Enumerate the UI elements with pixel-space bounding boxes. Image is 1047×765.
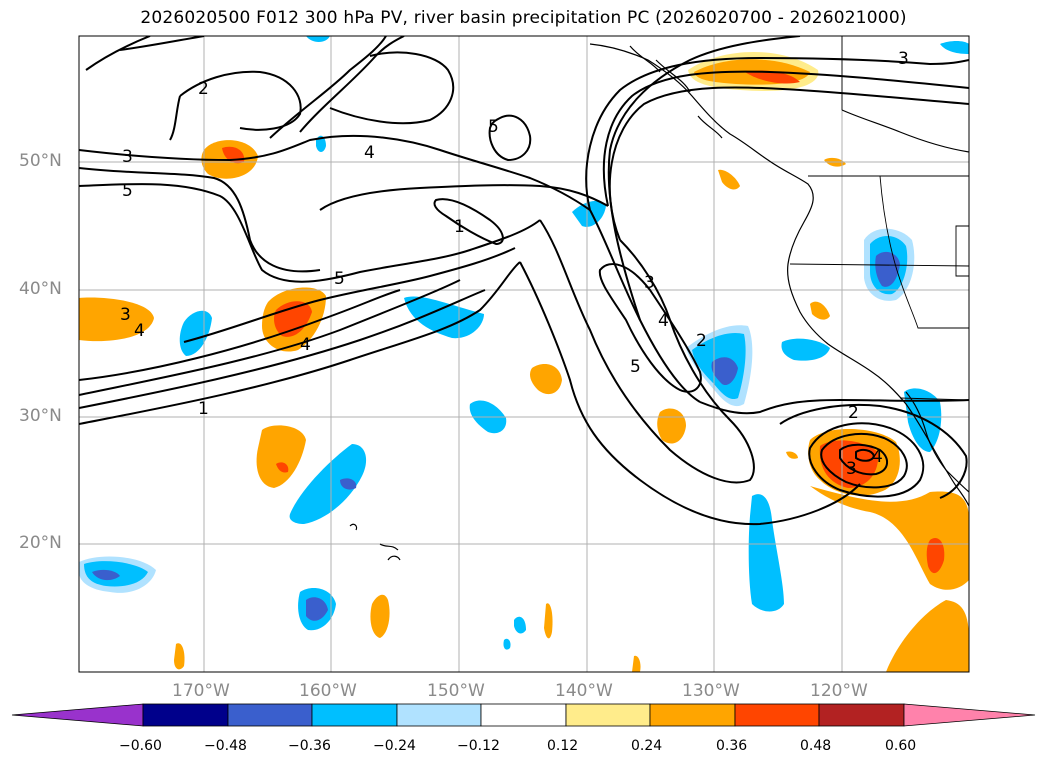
contour-label: 3 [644, 273, 655, 293]
colorbar-extend-high [903, 703, 1036, 727]
lon-label: 150°W [427, 681, 485, 701]
lat-label: 20°N [19, 533, 62, 553]
colorbar-tick-label: −0.24 [373, 738, 416, 754]
positive-anomaly-blobs [79, 51, 969, 672]
contour-label: 4 [134, 321, 145, 341]
colorbar-tick-label: −0.48 [204, 738, 247, 754]
colorbar [11, 703, 1036, 727]
colorbar-tick-label: −0.12 [457, 738, 500, 754]
graticule [79, 36, 969, 672]
coastlines [349, 43, 969, 561]
lon-label: 140°W [555, 681, 613, 701]
contour-label: 4 [658, 311, 669, 331]
map-title: 2026020500 F012 300 hPa PV, river basin … [140, 8, 907, 28]
contour-label: 4 [872, 447, 883, 467]
contour-label: 2 [696, 331, 707, 351]
lat-label: 30°N [19, 406, 62, 426]
colorbar-tick-label: −0.60 [119, 738, 162, 754]
lat-label: 50°N [19, 151, 62, 171]
contour-label: 5 [334, 269, 345, 289]
contour-label: 1 [198, 399, 209, 419]
contour-label: 2 [848, 403, 859, 423]
colorbar-tick-label: 0.48 [800, 738, 832, 754]
contour-label: 2 [198, 79, 209, 99]
colorbar-tick-label: 0.36 [716, 738, 748, 754]
lon-label: 120°W [810, 681, 868, 701]
contour-label-group: 3 5 2 4 5 1 5 3 4 4 1 3 4 2 5 3 2 3 4 [120, 49, 909, 479]
precip-anomaly-shading [79, 36, 969, 672]
colorbar-extend-low [11, 703, 144, 727]
lon-label: 170°W [172, 681, 230, 701]
contour-label: 1 [454, 217, 465, 237]
contour-label: 5 [488, 117, 499, 137]
contour-label: 5 [122, 181, 133, 201]
contour-label: 3 [898, 49, 909, 69]
lat-label: 40°N [19, 279, 62, 299]
political-borders [789, 36, 969, 401]
colorbar-tick-label: 0.12 [547, 738, 579, 754]
contour-label: 3 [122, 147, 133, 167]
contour-label: 3 [120, 305, 131, 325]
colorbar-tick-label: 0.60 [885, 738, 917, 754]
colorbar-tick-label: 0.24 [631, 738, 663, 754]
colorbar-tick-label: −0.36 [288, 738, 331, 754]
contour-label: 5 [630, 357, 641, 377]
lon-label: 160°W [299, 681, 357, 701]
contour-label: 4 [300, 335, 311, 355]
contour-label: 3 [846, 459, 857, 479]
map-frame [78, 35, 970, 673]
contour-label: 4 [364, 143, 375, 163]
pv-contours [79, 36, 969, 526]
lon-label: 130°W [682, 681, 740, 701]
